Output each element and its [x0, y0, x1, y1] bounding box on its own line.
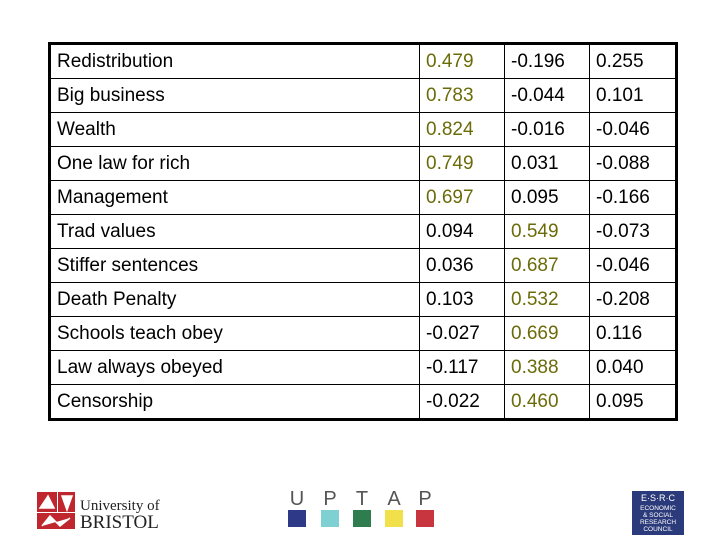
esrc-line: COUNCIL [643, 526, 673, 533]
loading-cell: -0.027 [419, 316, 505, 351]
loading-cell: 0.479 [419, 43, 505, 79]
loading-cell: 0.031 [504, 146, 590, 181]
loading-cell: 0.095 [589, 384, 677, 420]
loading-cell: -0.196 [504, 43, 590, 79]
table-row: Schools teach obey -0.027 0.669 0.116 [49, 316, 677, 351]
uptap-letter: P [323, 488, 336, 510]
loading-cell: -0.088 [589, 146, 677, 181]
loading-cell: -0.117 [419, 350, 505, 385]
loading-cell: 0.116 [589, 316, 677, 351]
loading-cell: 0.040 [589, 350, 677, 385]
uptap-letter: T [356, 488, 368, 510]
loading-cell: -0.208 [589, 282, 677, 317]
table-row: One law for rich 0.749 0.031 -0.088 [49, 146, 677, 181]
item-label: Management [49, 180, 420, 215]
table-row: Censorship -0.022 0.460 0.095 [49, 384, 677, 420]
loading-cell: -0.046 [589, 112, 677, 147]
table-row: Redistribution 0.479 -0.196 0.255 [49, 43, 677, 79]
item-label: Redistribution [49, 43, 420, 79]
loading-cell: 0.036 [419, 248, 505, 283]
uptap-letter: P [418, 488, 431, 510]
loading-cell: -0.016 [504, 112, 590, 147]
loading-cell: 0.783 [419, 78, 505, 113]
item-label: Big business [49, 78, 420, 113]
uptap-letter: A [387, 488, 401, 510]
loading-cell: -0.044 [504, 78, 590, 113]
esrc-line: & SOCIAL [643, 512, 673, 519]
bristol-line2: BRISTOL [80, 512, 159, 533]
item-label: Censorship [49, 384, 420, 420]
table-row: Stiffer sentences 0.036 0.687 -0.046 [49, 248, 677, 283]
loading-cell: 0.460 [504, 384, 590, 420]
loading-cell: 0.095 [504, 180, 590, 215]
esrc-acronym: E·S·R·C [641, 493, 675, 503]
item-label: Wealth [49, 112, 420, 147]
uptap-letter: U [290, 488, 304, 510]
loading-cell: -0.022 [419, 384, 505, 420]
table-row: Big business 0.783 -0.044 0.101 [49, 78, 677, 113]
loading-cell: 0.669 [504, 316, 590, 351]
item-label: Stiffer sentences [49, 248, 420, 283]
loading-cell: 0.101 [589, 78, 677, 113]
table-row: Death Penalty 0.103 0.532 -0.208 [49, 282, 677, 317]
loading-cell: 0.255 [589, 43, 677, 79]
uptap-logo: U P T A P [288, 488, 434, 527]
esrc-logo: E·S·R·C ECONOMIC & SOCIAL RESEARCH COUNC… [632, 491, 684, 535]
loading-cell: -0.166 [589, 180, 677, 215]
logo-bar: University of BRISTOL U P T A P E·S·R·C … [37, 488, 684, 535]
table-row: Wealth 0.824 -0.016 -0.046 [49, 112, 677, 147]
table-row: Management 0.697 0.095 -0.166 [49, 180, 677, 215]
bristol-logo: University of BRISTOL [37, 492, 160, 533]
esrc-line: ECONOMIC [640, 505, 676, 512]
loading-cell: -0.073 [589, 214, 677, 249]
loading-cell: 0.687 [504, 248, 590, 283]
loading-cell: 0.697 [419, 180, 505, 215]
table-row: Trad values 0.094 0.549 -0.073 [49, 214, 677, 249]
item-label: Trad values [49, 214, 420, 249]
loading-cell: 0.749 [419, 146, 505, 181]
loading-cell: 0.103 [419, 282, 505, 317]
loading-cell: 0.094 [419, 214, 505, 249]
table-row: Law always obeyed -0.117 0.388 0.040 [49, 350, 677, 385]
item-label: Schools teach obey [49, 316, 420, 351]
loading-cell: 0.388 [504, 350, 590, 385]
bristol-line1: University of [80, 498, 160, 514]
item-label: Law always obeyed [49, 350, 420, 385]
esrc-line: RESEARCH [640, 519, 676, 526]
loadings-table: Redistribution 0.479 -0.196 0.255 Big busine… [48, 42, 678, 421]
item-label: One law for rich [49, 146, 420, 181]
loading-cell: 0.549 [504, 214, 590, 249]
item-label: Death Penalty [49, 282, 420, 317]
loading-cell: 0.532 [504, 282, 590, 317]
loading-cell: -0.046 [589, 248, 677, 283]
loading-cell: 0.824 [419, 112, 505, 147]
